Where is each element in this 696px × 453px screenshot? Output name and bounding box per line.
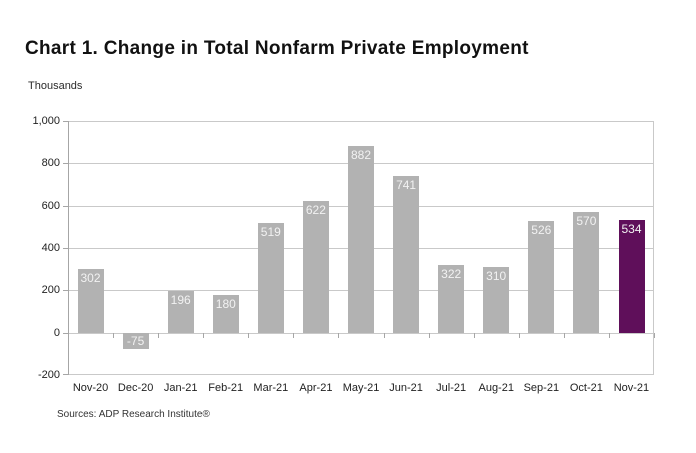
- y-axis-tick: [63, 163, 68, 164]
- bar-value-label: 526: [531, 223, 552, 238]
- x-axis-tick: [293, 333, 294, 338]
- bar-nov-21: 534: [618, 219, 645, 333]
- x-axis-tick: [519, 333, 520, 338]
- bar-feb-21: 180: [212, 294, 239, 333]
- x-axis-tick: [474, 333, 475, 338]
- x-tick-label-nov-21: Nov-21: [613, 382, 650, 394]
- x-tick-label-aug-21: Aug-21: [478, 382, 514, 394]
- gridline--200: [68, 374, 654, 375]
- bar-value-label: 741: [396, 177, 417, 192]
- bar-jun-21: 741: [393, 175, 420, 333]
- chart-title: Chart 1. Change in Total Nonfarm Private…: [25, 38, 529, 59]
- x-axis-tick: [203, 333, 204, 338]
- bar-may-21: 882: [348, 146, 374, 333]
- x-tick-label-oct-21: Oct-21: [569, 382, 603, 394]
- bar-aug-21: 310: [483, 267, 510, 333]
- x-tick-label-dec-20: Dec-20: [117, 382, 154, 394]
- x-tick-label-jul-21: Jul-21: [436, 382, 467, 394]
- x-axis-tick: [654, 333, 655, 338]
- bar-sep-21: 526: [528, 221, 555, 333]
- bar-dec-20: -75: [122, 332, 149, 349]
- x-axis-tick: [248, 333, 249, 338]
- bar-value-label: 622: [305, 203, 326, 217]
- bar-value-label: 519: [260, 224, 281, 239]
- x-axis-tick: [609, 333, 610, 338]
- source-note: Sources: ADP Research Institute®: [57, 409, 210, 420]
- bar-value-label: 310: [486, 269, 507, 284]
- gridline-1000: [68, 121, 654, 122]
- x-tick-label-nov-20: Nov-20: [72, 382, 109, 394]
- x-axis-tick: [564, 333, 565, 338]
- bar-value-label: -75: [126, 333, 145, 348]
- bar-oct-21: 570: [573, 212, 600, 333]
- y-axis-line: [68, 121, 69, 375]
- plot-right-border: [653, 121, 654, 375]
- bar-value-label: 180: [215, 296, 236, 311]
- x-tick-label-apr-21: Apr-21: [299, 382, 333, 394]
- bar-jan-21: 196: [167, 291, 194, 333]
- x-axis-tick: [68, 333, 69, 338]
- y-axis-tick: [63, 121, 68, 122]
- bar-value-label: 322: [441, 266, 462, 281]
- bar-value-label: 534: [621, 221, 642, 236]
- x-tick-label-mar-21: Mar-21: [253, 382, 289, 394]
- x-tick-label-feb-21: Feb-21: [208, 382, 244, 394]
- y-tick-label: 600: [41, 199, 60, 212]
- y-tick-label: 200: [41, 284, 60, 297]
- y-axis-tick: [63, 333, 68, 334]
- gridline-0: [68, 333, 654, 334]
- bar-nov-20: 302: [77, 268, 104, 333]
- y-axis-labels: 1,000 800 600 400 200 0 -200: [0, 115, 60, 381]
- y-axis-units-label: Thousands: [28, 80, 83, 92]
- y-tick-label: -200: [37, 369, 60, 381]
- bar-value-label: 196: [170, 293, 191, 308]
- bar-value-label: 570: [576, 214, 597, 228]
- x-axis-tick: [429, 333, 430, 338]
- bar-value-label: 882: [350, 148, 372, 162]
- y-tick-label: 800: [41, 157, 60, 170]
- y-axis-tick: [63, 206, 68, 207]
- y-tick-label: 400: [41, 242, 60, 254]
- plot-area: 302 -75 196 180 519 622 882 741 322 310 526 570 534: [63, 121, 655, 375]
- bar-mar-21: 519: [257, 222, 284, 333]
- y-axis-tick: [63, 290, 68, 291]
- x-axis-tick: [384, 333, 385, 338]
- x-tick-label-may-21: May-21: [342, 382, 380, 394]
- x-axis-tick: [113, 333, 114, 338]
- x-tick-label-jun-21: Jun-21: [389, 382, 423, 394]
- bar-jul-21: 322: [438, 264, 465, 333]
- y-axis-tick: [63, 374, 68, 375]
- x-tick-label-jan-21: Jan-21: [163, 382, 198, 394]
- y-tick-label: 0: [53, 326, 60, 339]
- bar-apr-21: 622: [302, 201, 329, 333]
- bar-value-label: 302: [80, 270, 101, 285]
- x-tick-label-sep-21: Sep-21: [523, 382, 560, 394]
- x-axis-labels: Nov-20 Dec-20 Jan-21 Feb-21 Mar-21 Apr-21 May-…: [68, 382, 654, 398]
- x-axis-tick: [158, 333, 159, 338]
- y-axis-tick: [63, 248, 68, 249]
- y-tick-label: 1,000: [32, 115, 60, 127]
- x-axis-tick: [338, 333, 339, 338]
